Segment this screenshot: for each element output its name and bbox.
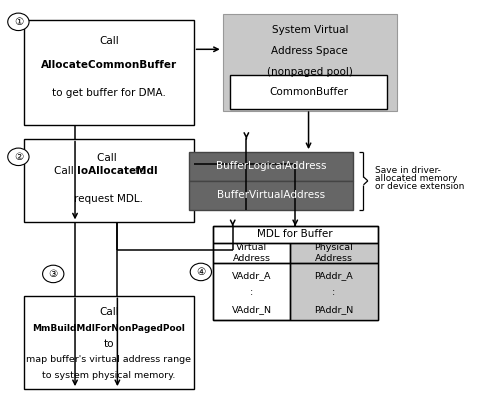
Bar <box>189 152 353 181</box>
Bar <box>24 20 194 125</box>
Text: PAddr_N: PAddr_N <box>314 305 353 314</box>
Text: Address Space: Address Space <box>272 46 348 56</box>
Text: :: : <box>250 288 253 297</box>
Bar <box>230 75 387 109</box>
Text: Save in driver-: Save in driver- <box>375 166 441 175</box>
Text: VAddr_A: VAddr_A <box>232 271 272 280</box>
Circle shape <box>43 265 64 283</box>
Text: to get buffer for DMA.: to get buffer for DMA. <box>52 89 166 98</box>
Circle shape <box>8 13 29 31</box>
Text: map buffer's virtual address range: map buffer's virtual address range <box>27 355 191 364</box>
Text: AllocateCommonBuffer: AllocateCommonBuffer <box>41 60 177 70</box>
Text: BufferLogicalAddress: BufferLogicalAddress <box>216 161 326 172</box>
Text: to: to <box>133 166 146 176</box>
Text: MDL for Buffer: MDL for Buffer <box>257 229 333 239</box>
Bar <box>24 296 194 389</box>
Text: Call: Call <box>99 36 119 46</box>
Text: to: to <box>104 339 114 349</box>
Bar <box>213 226 378 320</box>
Text: request MDL.: request MDL. <box>75 194 143 204</box>
Circle shape <box>190 263 212 281</box>
Text: to system physical memory.: to system physical memory. <box>42 372 176 380</box>
Bar <box>290 243 378 263</box>
Bar <box>223 14 397 111</box>
Text: BufferVirtualAddress: BufferVirtualAddress <box>217 190 325 200</box>
Text: PAddr_A: PAddr_A <box>315 271 353 280</box>
Text: Virtual
Address: Virtual Address <box>233 243 271 262</box>
Bar <box>290 263 378 320</box>
Text: ②: ② <box>14 152 23 162</box>
Text: :: : <box>333 288 335 297</box>
Text: IoAllocateMdl: IoAllocateMdl <box>76 166 157 176</box>
Text: Call: Call <box>97 153 121 163</box>
Circle shape <box>8 148 29 166</box>
Text: CommonBuffer: CommonBuffer <box>269 87 348 97</box>
Text: MmBuildMdlForNonPagedPool: MmBuildMdlForNonPagedPool <box>32 324 185 333</box>
Text: Call: Call <box>99 306 119 317</box>
Text: ④: ④ <box>196 267 206 277</box>
Text: Call: Call <box>54 166 76 176</box>
Text: ③: ③ <box>48 269 58 279</box>
Text: or device extension: or device extension <box>375 182 465 191</box>
Text: VAddr_N: VAddr_N <box>232 305 272 314</box>
Text: ①: ① <box>14 17 23 27</box>
Text: Physical
Address: Physical Address <box>315 243 353 262</box>
Bar <box>189 181 353 210</box>
Text: System Virtual: System Virtual <box>272 25 348 35</box>
Text: (nonpaged pool): (nonpaged pool) <box>267 67 353 77</box>
Bar <box>24 139 194 222</box>
Bar <box>213 226 378 320</box>
Text: allocated memory: allocated memory <box>375 174 457 183</box>
